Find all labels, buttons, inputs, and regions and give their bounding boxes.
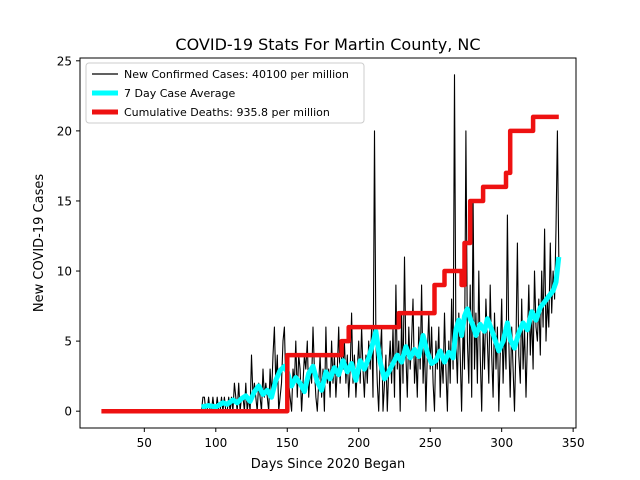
chart-title: COVID-19 Stats For Martin County, NC bbox=[175, 35, 480, 54]
y-tick-label: 15 bbox=[57, 194, 72, 208]
series-line-7-day-average bbox=[201, 256, 562, 410]
y-axis: 0 5 10 15 20 25 bbox=[57, 54, 80, 419]
y-tick-label: 0 bbox=[64, 405, 72, 419]
x-tick-label: 300 bbox=[490, 436, 513, 450]
y-tick-label: 5 bbox=[64, 335, 72, 349]
x-tick-label: 50 bbox=[137, 436, 152, 450]
plot-frame bbox=[79, 57, 577, 429]
y-tick-label: 20 bbox=[57, 124, 72, 138]
x-tick-label: 250 bbox=[419, 436, 442, 450]
series-layer bbox=[101, 74, 562, 414]
y-tick-label: 10 bbox=[57, 265, 72, 279]
series-line-cumulative-deaths bbox=[101, 114, 559, 414]
x-tick-label: 200 bbox=[347, 436, 370, 450]
x-tick-label: 100 bbox=[204, 436, 227, 450]
legend-box bbox=[85, 62, 365, 124]
y-tick-label: 25 bbox=[57, 54, 72, 68]
legend: New Confirmed Cases: 40100 per million 7… bbox=[85, 62, 365, 124]
legend-label-new-cases: New Confirmed Cases: 40100 per million bbox=[124, 68, 349, 81]
legend-label-7-day-average: 7 Day Case Average bbox=[124, 87, 236, 100]
y-axis-label: New COVID-19 Cases bbox=[32, 174, 47, 312]
x-tick-label: 150 bbox=[276, 436, 299, 450]
x-tick-label: 350 bbox=[562, 436, 585, 450]
x-axis-label: Days Since 2020 Began bbox=[251, 457, 406, 472]
x-axis: 50 100 150 200 250 300 350 bbox=[137, 428, 585, 450]
legend-label-cumulative-deaths: Cumulative Deaths: 935.8 per million bbox=[124, 106, 330, 119]
